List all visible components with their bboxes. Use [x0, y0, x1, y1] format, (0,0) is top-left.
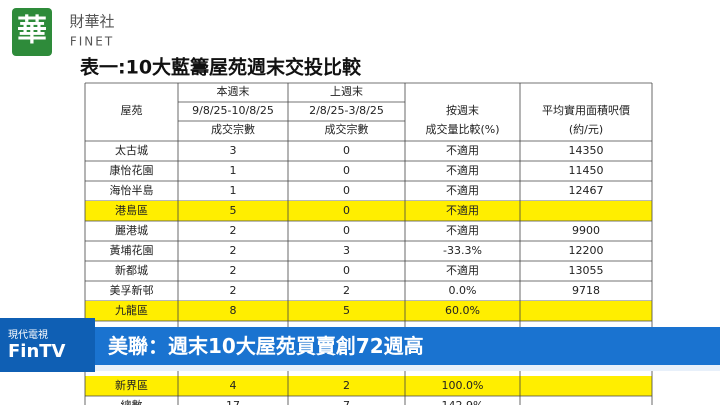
brand: 財華社 [69, 13, 114, 31]
table-cell: 港島區 [115, 203, 148, 217]
table-cell: 0 [343, 164, 350, 177]
table-cell: 3 [343, 244, 350, 257]
brand-en: FINET [70, 35, 114, 49]
header-cell: 2/8/25-3/8/25 [309, 104, 384, 117]
table-cell: 0.0% [449, 284, 477, 297]
table-cell: 2 [343, 284, 350, 297]
banner-bar [95, 327, 720, 365]
header-cell: 9/8/25-10/8/25 [192, 104, 274, 117]
table-cell: 0 [343, 264, 350, 277]
table-cell: 2 [230, 224, 237, 237]
header-cell: 按週末 [446, 103, 479, 117]
table-cell: 60.0% [445, 304, 480, 317]
table-cell: 12200 [569, 244, 604, 257]
table-cell: 5 [230, 204, 237, 217]
table-cell: 太古城 [115, 144, 148, 157]
logo-box [12, 8, 52, 56]
header-cell: 屋苑 [121, 104, 143, 117]
table-cell: 1 [230, 184, 237, 197]
table-cell: 麗港城 [115, 224, 148, 237]
table-cell: 4 [230, 379, 237, 392]
table-cell: 13055 [569, 264, 604, 277]
table-cell: 9900 [572, 224, 600, 237]
table-cell: 康怡花園 [110, 163, 154, 177]
highlight-row [85, 376, 652, 396]
table-cell: 142.9% [442, 399, 484, 405]
table-cell: 九龍區 [115, 303, 148, 317]
table-cell: 新界區 [115, 378, 148, 392]
table-cell: 11450 [569, 164, 604, 177]
header-cell: (約/元) [569, 122, 603, 136]
table-cell: 不適用 [446, 183, 479, 197]
table-cell: -33.3% [443, 244, 482, 257]
channel-en: FinTV [8, 341, 66, 362]
table-cell: 2 [343, 379, 350, 392]
table-cell: 14350 [569, 144, 604, 157]
header-cell: 平均實用面積呎價 [542, 103, 630, 117]
table-cell: 總數 [121, 398, 143, 405]
header-cell: 本週末 [217, 84, 250, 98]
table-cell: 海怡半島 [110, 183, 154, 197]
table-cell: 不適用 [446, 263, 479, 277]
header-cell: 成交量比較(%) [425, 122, 499, 136]
table-cell: 17 [226, 399, 240, 405]
table-cell: 不適用 [446, 203, 479, 217]
logo-char: 華 [17, 14, 47, 49]
table-cell: 0 [343, 144, 350, 157]
table-cell: 0 [343, 224, 350, 237]
table-cell: 0 [343, 184, 350, 197]
table-cell: 美孚新邨 [110, 283, 154, 297]
banner-channel: 現代電視 FinTV [0, 318, 95, 372]
table-cell: 2 [230, 264, 237, 277]
headline: 美聯：週末10大屋苑買賣創72週高 [108, 334, 424, 358]
highlight-row [85, 201, 652, 221]
table-cell: 不適用 [446, 163, 479, 177]
table-cell: 不適用 [446, 223, 479, 237]
table-cell: 8 [230, 304, 237, 317]
highlight-row [85, 301, 652, 321]
header-cell: 上週末 [330, 84, 363, 98]
channel: 現代電視 [8, 330, 48, 341]
table-cell: 2 [230, 244, 237, 257]
table-cell: 5 [343, 304, 350, 317]
table-cell: 3 [230, 144, 237, 157]
table-cell: 1 [230, 164, 237, 177]
table-cell: 0 [343, 204, 350, 217]
banner-stripe [95, 365, 720, 371]
table-cell: 12467 [569, 184, 604, 197]
table-cell: 新都城 [115, 263, 148, 277]
table-cell: 黃埔花園 [110, 244, 154, 257]
table-cell: 7 [343, 399, 350, 405]
table-cell: 2 [230, 284, 237, 297]
header-cell: 成交宗數 [211, 122, 255, 136]
table-cell: 不適用 [446, 143, 479, 157]
table-title: 表一:10大藍籌屋苑週末交投比較 [80, 56, 362, 79]
header-cell: 成交宗數 [325, 122, 369, 136]
table-cell: 9718 [572, 284, 600, 297]
table-cell: 100.0% [442, 379, 484, 392]
